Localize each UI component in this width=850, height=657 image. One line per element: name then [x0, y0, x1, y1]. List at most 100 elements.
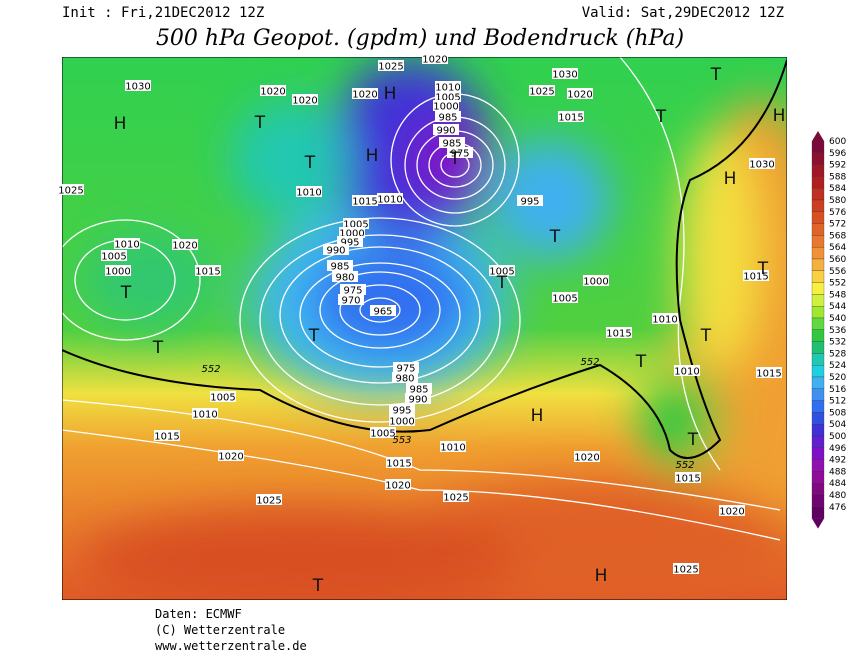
isobar-label-box [405, 393, 431, 404]
isobar-label: 985 [409, 385, 428, 396]
colorbar-label: 580 [829, 196, 846, 206]
isobar-label-box [125, 80, 151, 91]
isobar-label-box [447, 147, 473, 158]
isobar-label-box [433, 100, 459, 111]
isobar-label: 1000 [339, 229, 364, 240]
isobar-label: 1020 [218, 452, 243, 463]
isobar-label: 1030 [552, 70, 577, 81]
contour-label: 552 [201, 364, 220, 375]
pressure-center: T [254, 113, 266, 133]
isobar-label: 1005 [210, 393, 235, 404]
isobar-label-box [529, 85, 555, 96]
colorbar-band [811, 223, 825, 236]
colorbar-label: 556 [829, 267, 846, 277]
pressure-center: H [724, 169, 737, 189]
isobar-label-box [377, 193, 403, 204]
colorbar-band [811, 306, 825, 319]
isobar-label: 1015 [195, 267, 220, 278]
isobar-label-box [114, 238, 140, 249]
colorbar-label: 588 [829, 172, 846, 182]
isobar-label: 1015 [154, 432, 179, 443]
colorbar-label: 520 [829, 373, 846, 383]
isobar-label-box [105, 265, 131, 276]
isobar-label: 1005 [552, 294, 577, 305]
colorbar-band [811, 494, 825, 507]
isobar-label-box [756, 367, 782, 378]
colorbar-label: 568 [829, 231, 846, 241]
map-title: 500 hPa Geopot. (gpdm) und Bodendruck (h… [156, 26, 684, 51]
isobar-label: 1005 [343, 220, 368, 231]
isobar-label: 1015 [606, 329, 631, 340]
footer-copyright: (C) Wetterzentrale [155, 623, 285, 637]
isobar-label-box [218, 450, 244, 461]
colorbar-band [811, 235, 825, 248]
pressure-center: T [308, 326, 320, 346]
colorbar-band [811, 400, 825, 413]
isobar-label: 1020 [422, 55, 447, 66]
isobar-label: 1025 [529, 87, 554, 98]
colorbar-label: 528 [829, 349, 846, 359]
colorbar-label: 480 [829, 491, 846, 501]
colorbar-label: 500 [829, 432, 846, 442]
isobar-label: 990 [326, 246, 345, 257]
pressure-center: T [655, 107, 667, 127]
colorbar-band [811, 471, 825, 484]
isobar-label: 1020 [567, 90, 592, 101]
isobar-label-box [443, 491, 469, 502]
colorbar-label: 584 [829, 184, 846, 194]
colorbar-label: 488 [829, 467, 846, 477]
isobar-label: 1015 [558, 113, 583, 124]
isobar-label-box [389, 415, 415, 426]
pressure-center: H [384, 84, 397, 104]
footer-url: www.wetterzentrale.de [155, 639, 307, 653]
isobar-label-box [743, 270, 769, 281]
pressure-center: T [304, 153, 316, 173]
pressure-center: T [120, 283, 132, 303]
isobar-label-box [352, 88, 378, 99]
isobar-label-box [435, 111, 461, 122]
isobar-label: 1005 [370, 429, 395, 440]
isobar-label: 995 [520, 197, 539, 208]
colorbar-band [811, 211, 825, 224]
isobar-label-box [435, 81, 461, 92]
isobar-label-box [719, 505, 745, 516]
colorbar-band [811, 506, 825, 519]
colorbar-label: 600 [829, 137, 846, 147]
colorbar-band [811, 199, 825, 212]
isobar-label: 1030 [749, 160, 774, 171]
isobar-label-box [370, 427, 396, 438]
pressure-center: T [312, 576, 324, 596]
isobar-label: 1010 [296, 188, 321, 199]
colorbar-band [811, 188, 825, 201]
colorbar-band [811, 294, 825, 307]
isobar-label: 1020 [574, 453, 599, 464]
isobar-label: 1010 [674, 367, 699, 378]
isobar-label: 1010 [114, 240, 139, 251]
isobar-label-box [674, 365, 700, 376]
pressure-center: T [496, 273, 508, 293]
isobar-label: 1015 [352, 197, 377, 208]
isobar-label-box [583, 275, 609, 286]
isobar-label-box [337, 236, 363, 247]
valid-text: Valid: Sat,29DEC2012 12Z [582, 5, 784, 21]
isobar-label-box [210, 391, 236, 402]
isobar-label-box [352, 195, 378, 206]
isobar-label: 1030 [125, 82, 150, 93]
colorbar-label: 516 [829, 385, 846, 395]
colorbar-label: 576 [829, 208, 846, 218]
colorbar-label: 496 [829, 444, 846, 454]
colorbar-band [811, 412, 825, 425]
isobar-label: 1025 [443, 493, 468, 504]
isobar-label-box [489, 265, 515, 276]
isobar-label-box [339, 227, 365, 238]
colorbar-label: 540 [829, 314, 846, 324]
isobar-label: 1020 [719, 507, 744, 518]
pressure-center: T [549, 227, 561, 247]
colorbar-label: 504 [829, 420, 846, 430]
colorbar-band [811, 140, 825, 153]
isobar-label: 1020 [352, 90, 377, 101]
pressure-center: T [449, 149, 461, 169]
colorbar-band [811, 247, 825, 260]
isobar-label: 970 [341, 296, 360, 307]
